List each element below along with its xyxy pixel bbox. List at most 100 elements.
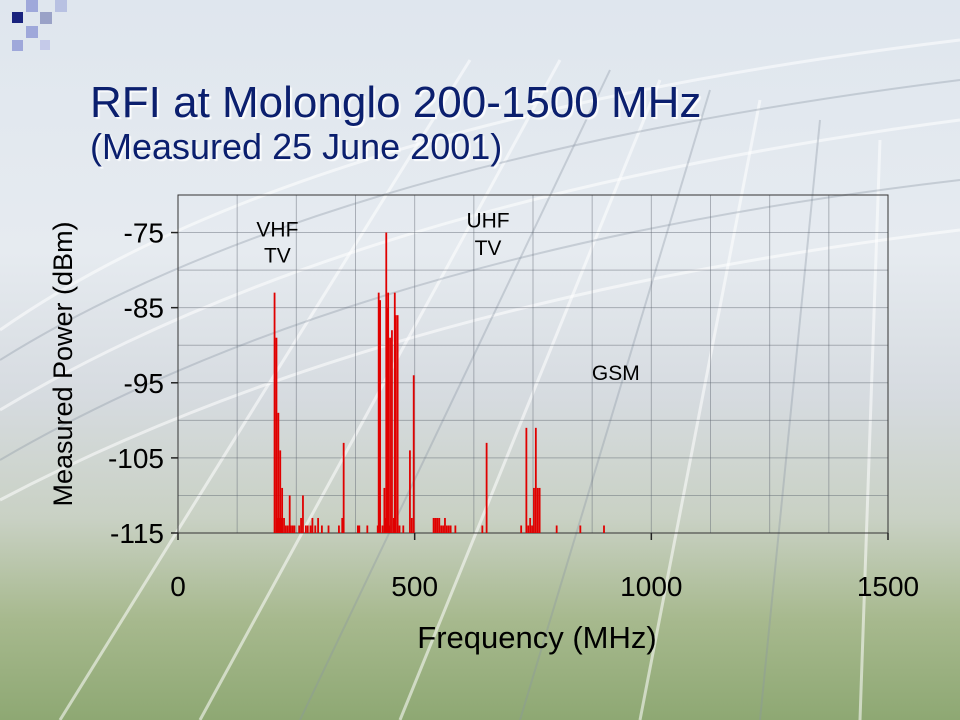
rfi-bar (280, 517, 283, 533)
rfi-bar (555, 525, 558, 533)
slide-subtitle: (Measured 25 June 2001) (90, 126, 503, 167)
rfi-bar (300, 517, 302, 533)
slide-title-block: RFI at Molonglo 200-1500 MHz (Measured 2… (90, 80, 701, 168)
rfi-bar (520, 525, 523, 533)
rfi-bar (291, 525, 294, 533)
rfi-bar (444, 517, 446, 533)
rfi-bar (283, 517, 285, 533)
rfi-bar (298, 525, 301, 533)
rfi-bar (278, 517, 281, 533)
rfi-bar (398, 525, 401, 533)
rfi-bar (285, 525, 287, 533)
rfi-bar (385, 232, 388, 534)
y-tick-label: -75 (124, 218, 164, 249)
rfi-bar (388, 525, 391, 533)
rfi-bar (366, 525, 369, 533)
rfi-bar (485, 442, 488, 533)
rfi-bar (527, 525, 530, 533)
slide-title: RFI at Molonglo 200-1500 MHz (90, 78, 702, 127)
rfi-bar (302, 495, 304, 533)
x-tick-labels: 0 500 1000 1500 (170, 533, 919, 602)
rfi-bar (277, 412, 280, 533)
rfi-bar (438, 517, 441, 533)
rfi-bar (311, 517, 314, 533)
rfi-bar (383, 487, 386, 533)
rfi-bar (434, 517, 437, 533)
rfi-bar (304, 525, 307, 533)
rfi-bar (531, 525, 533, 533)
rfi-bar (391, 330, 393, 533)
rfi-bar (525, 427, 528, 533)
rfi-bar (276, 517, 279, 533)
rfi-bar (392, 517, 395, 533)
rfi-bar (327, 525, 330, 533)
rfi-bar (317, 517, 320, 533)
rfi-bar (314, 525, 317, 533)
rfi-bar (273, 292, 276, 533)
annotation-label: UHF (466, 209, 509, 232)
rfi-bar (342, 442, 345, 533)
rfi-bar (377, 292, 380, 533)
rfi-bar (534, 427, 537, 533)
rfi-bar (533, 487, 535, 533)
rfi-bar (289, 525, 292, 533)
rfi-bar (381, 525, 384, 533)
rfi-bar (603, 525, 605, 533)
rfi-bar (306, 525, 309, 533)
rfi-bar (454, 525, 457, 533)
rfi-bar (379, 300, 382, 533)
rfi-bar (393, 292, 396, 533)
rfi-bar (356, 525, 359, 533)
annotations: VHF TV UHF TV GSM (256, 209, 639, 384)
rfi-bar (386, 307, 389, 533)
annotation-label: VHF (256, 218, 298, 241)
y-tick-label: -115 (110, 518, 164, 549)
rfi-bar (341, 517, 344, 533)
bars-layer (273, 232, 605, 534)
rfi-bar (309, 525, 312, 533)
rfi-bar (394, 315, 397, 533)
rfi-bar (288, 495, 291, 533)
x-axis-label: Frequency (MHz) (417, 620, 656, 655)
y-tick-labels: -75 -85 -95 -105 -115 (108, 218, 178, 549)
rfi-bar (447, 525, 450, 533)
rfi-bar (358, 525, 361, 533)
rfi-bar (384, 517, 387, 533)
annotation-label: TV (475, 237, 502, 260)
rfi-bar (436, 517, 439, 533)
annotation-label: GSM (592, 362, 640, 385)
rfi-bar (402, 525, 405, 533)
rfi-bar (389, 337, 391, 533)
x-tick-label: 0 (170, 571, 186, 602)
rfi-bar (281, 487, 284, 533)
rfi-bar (449, 525, 452, 533)
rfi-bar (396, 315, 399, 533)
plot-area-frame (177, 194, 889, 534)
x-tick-label: 1000 (620, 571, 682, 602)
rfi-bar (579, 525, 582, 533)
x-tick-label: 1500 (857, 571, 919, 602)
rfi-bar (376, 525, 379, 533)
rfi-bar (442, 525, 444, 533)
rfi-bar (481, 525, 484, 533)
y-tick-label: -95 (124, 368, 164, 399)
rfi-bar (338, 525, 340, 533)
rfi-bar (536, 487, 539, 533)
y-axis-label: Measured Power (dBm) (48, 221, 78, 506)
corner-squares-logo (12, 0, 67, 51)
rfi-bar (440, 525, 443, 533)
rfi-bar (445, 525, 448, 533)
x-tick-label: 500 (391, 571, 438, 602)
rfi-bar (529, 517, 532, 533)
rfi-bar (275, 337, 278, 533)
rfi-bar (409, 450, 411, 533)
rfi-bar (320, 525, 323, 533)
rfi-bar (387, 292, 390, 533)
rfi-bar (410, 517, 413, 533)
rfi-bar (432, 517, 435, 533)
rfi-bar (279, 450, 282, 533)
rfi-bar (412, 375, 415, 533)
rfi-bar (538, 487, 541, 533)
